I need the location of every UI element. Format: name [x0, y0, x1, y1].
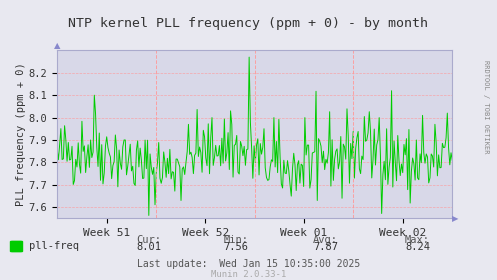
Text: Min:: Min: [224, 235, 248, 245]
Text: ▶: ▶ [452, 214, 459, 223]
Text: pll-freq: pll-freq [29, 241, 79, 251]
Text: RRDTOOL / TOBI OETIKER: RRDTOOL / TOBI OETIKER [483, 60, 489, 153]
Text: NTP kernel PLL frequency (ppm + 0) - by month: NTP kernel PLL frequency (ppm + 0) - by … [69, 17, 428, 30]
Text: Max:: Max: [405, 235, 430, 245]
Text: ▲: ▲ [54, 41, 61, 50]
Text: Last update:  Wed Jan 15 10:35:00 2025: Last update: Wed Jan 15 10:35:00 2025 [137, 259, 360, 269]
FancyBboxPatch shape [10, 241, 21, 251]
Text: Cur:: Cur: [137, 235, 162, 245]
Text: 7.56: 7.56 [224, 242, 248, 252]
Text: Munin 2.0.33-1: Munin 2.0.33-1 [211, 270, 286, 279]
Text: Avg:: Avg: [313, 235, 338, 245]
Text: 8.24: 8.24 [405, 242, 430, 252]
Text: 7.87: 7.87 [313, 242, 338, 252]
Y-axis label: PLL frequency (ppm + 0): PLL frequency (ppm + 0) [16, 62, 26, 206]
Text: 8.01: 8.01 [137, 242, 162, 252]
